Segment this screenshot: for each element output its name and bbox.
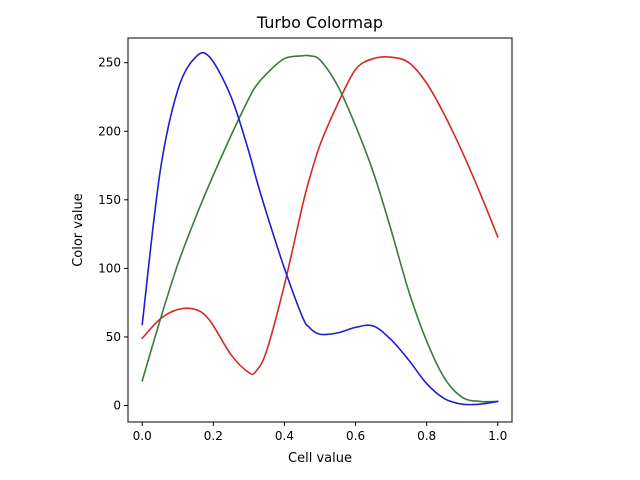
x-tick-label: 0.8 (417, 429, 436, 443)
plot-lines (141, 51, 499, 406)
y-axis-label: Color value (71, 193, 86, 267)
y-tick-label: 0 (113, 399, 121, 413)
x-axis: 0.0 0.2 0.4 0.6 0.8 1.0 (133, 422, 507, 443)
x-tick-label: 0.4 (275, 429, 294, 443)
x-tick-label: 0.6 (346, 429, 365, 443)
y-tick-label: 50 (106, 330, 121, 344)
chart-title: Turbo Colormap (256, 13, 383, 32)
y-tick-label: 250 (98, 56, 121, 70)
y-axis: 0 50 100 150 200 250 (98, 56, 128, 413)
y-tick-label: 100 (98, 261, 121, 275)
red-series-line (141, 55, 499, 376)
x-tick-label: 1.0 (488, 429, 507, 443)
x-tick-label: 0.0 (133, 429, 152, 443)
x-tick-label: 0.2 (204, 429, 223, 443)
y-tick-label: 200 (98, 124, 121, 138)
y-tick-label: 150 (98, 193, 121, 207)
x-axis-label: Cell value (288, 451, 352, 466)
plot-frame (127, 37, 513, 423)
blue-series-line (141, 51, 499, 406)
green-series-line (141, 54, 499, 403)
